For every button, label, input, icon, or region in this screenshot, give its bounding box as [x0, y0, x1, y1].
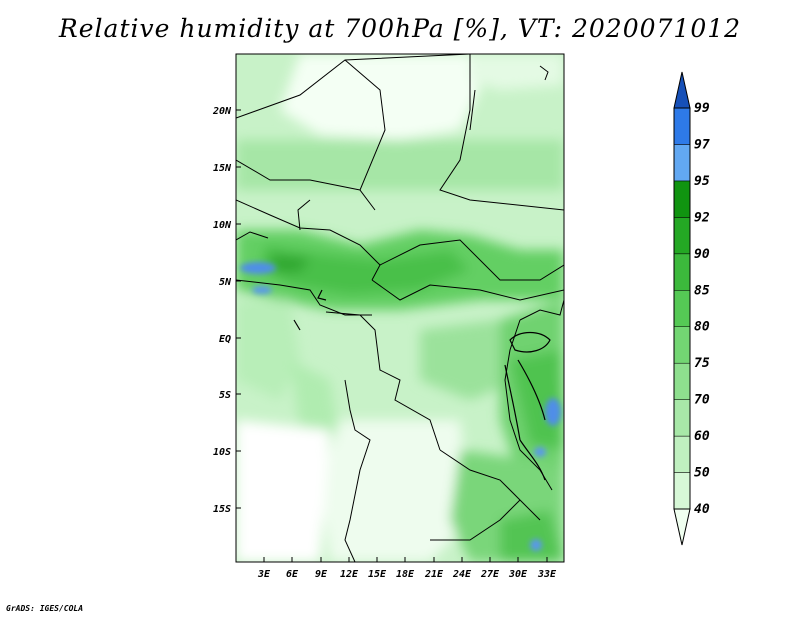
colorbar-cell: [673, 435, 691, 473]
country-borders: [236, 54, 564, 562]
lon-label: 18E: [396, 569, 415, 580]
lon-label: 15E: [368, 569, 387, 580]
colorbar-labels: 40 50 60 70 75 80 85 90 92 95 97 99: [694, 101, 710, 517]
lon-label: 30E: [508, 569, 528, 580]
lat-label: 10N: [213, 220, 232, 231]
colorbar-level-label: 90: [694, 247, 710, 262]
colorbar-cell: [673, 107, 691, 145]
lat-label: 15S: [213, 504, 231, 515]
colorbar-level-label: 85: [694, 283, 710, 298]
colorbar-cell: [673, 253, 691, 291]
lon-label: 9E: [315, 569, 328, 580]
colorbar-level-label: 95: [694, 174, 710, 189]
lon-axis: 3E 6E 9E 12E 15E 18E 21E 24E 27E 30E 33E: [257, 557, 557, 580]
colorbar-cell: [673, 326, 691, 364]
colorbar-cell: [673, 472, 691, 510]
lon-label: 3E: [257, 569, 271, 580]
colorbar-level-label: 92: [694, 210, 710, 225]
colorbar-cell: [673, 217, 691, 255]
humidity-field: [236, 54, 564, 562]
lat-label: 20N: [212, 106, 232, 117]
colorbar-level-label: 75: [694, 356, 710, 371]
colorbar-cells: [673, 71, 691, 546]
colorbar-cell: [673, 290, 691, 327]
colorbar-cell: [673, 144, 691, 182]
colorbar: 40 50 60 70 75 80 85 90 92 95 97 99: [673, 71, 710, 546]
colorbar-top-triangle: [673, 71, 691, 109]
lon-label: 24E: [452, 569, 472, 580]
map-frame: [235, 53, 565, 563]
colorbar-level-label: 70: [694, 393, 710, 408]
lon-label: 33E: [537, 569, 557, 580]
colorbar-cell: [673, 362, 691, 400]
lat-label: EQ: [219, 334, 231, 345]
colorbar-cell: [673, 399, 691, 437]
chart-title: Relative humidity at 700hPa [%], VT: 202…: [58, 14, 742, 43]
lat-axis: 20N 15N 10N 5N EQ 5S 10S 15S: [212, 106, 241, 515]
lon-label: 12E: [340, 569, 359, 580]
lon-label: 6E: [286, 569, 299, 580]
colorbar-level-label: 97: [694, 137, 710, 152]
colorbar-level-label: 60: [694, 429, 710, 444]
lon-label: 27E: [480, 569, 500, 580]
lat-label: 5S: [219, 390, 231, 401]
colorbar-cell: [673, 180, 691, 218]
colorbar-level-label: 40: [694, 502, 710, 517]
lon-label: 21E: [424, 569, 444, 580]
lakes-coastlines: [293, 289, 551, 481]
colorbar-level-label: 50: [694, 466, 710, 481]
colorbar-bottom-triangle: [673, 508, 691, 546]
lat-label: 10S: [213, 447, 231, 458]
grads-credit: GrADS: IGES/COLA: [6, 604, 84, 613]
lat-label: 5N: [219, 277, 232, 288]
colorbar-level-label: 99: [694, 101, 710, 116]
colorbar-level-label: 80: [694, 320, 710, 335]
lat-label: 15N: [213, 163, 232, 174]
